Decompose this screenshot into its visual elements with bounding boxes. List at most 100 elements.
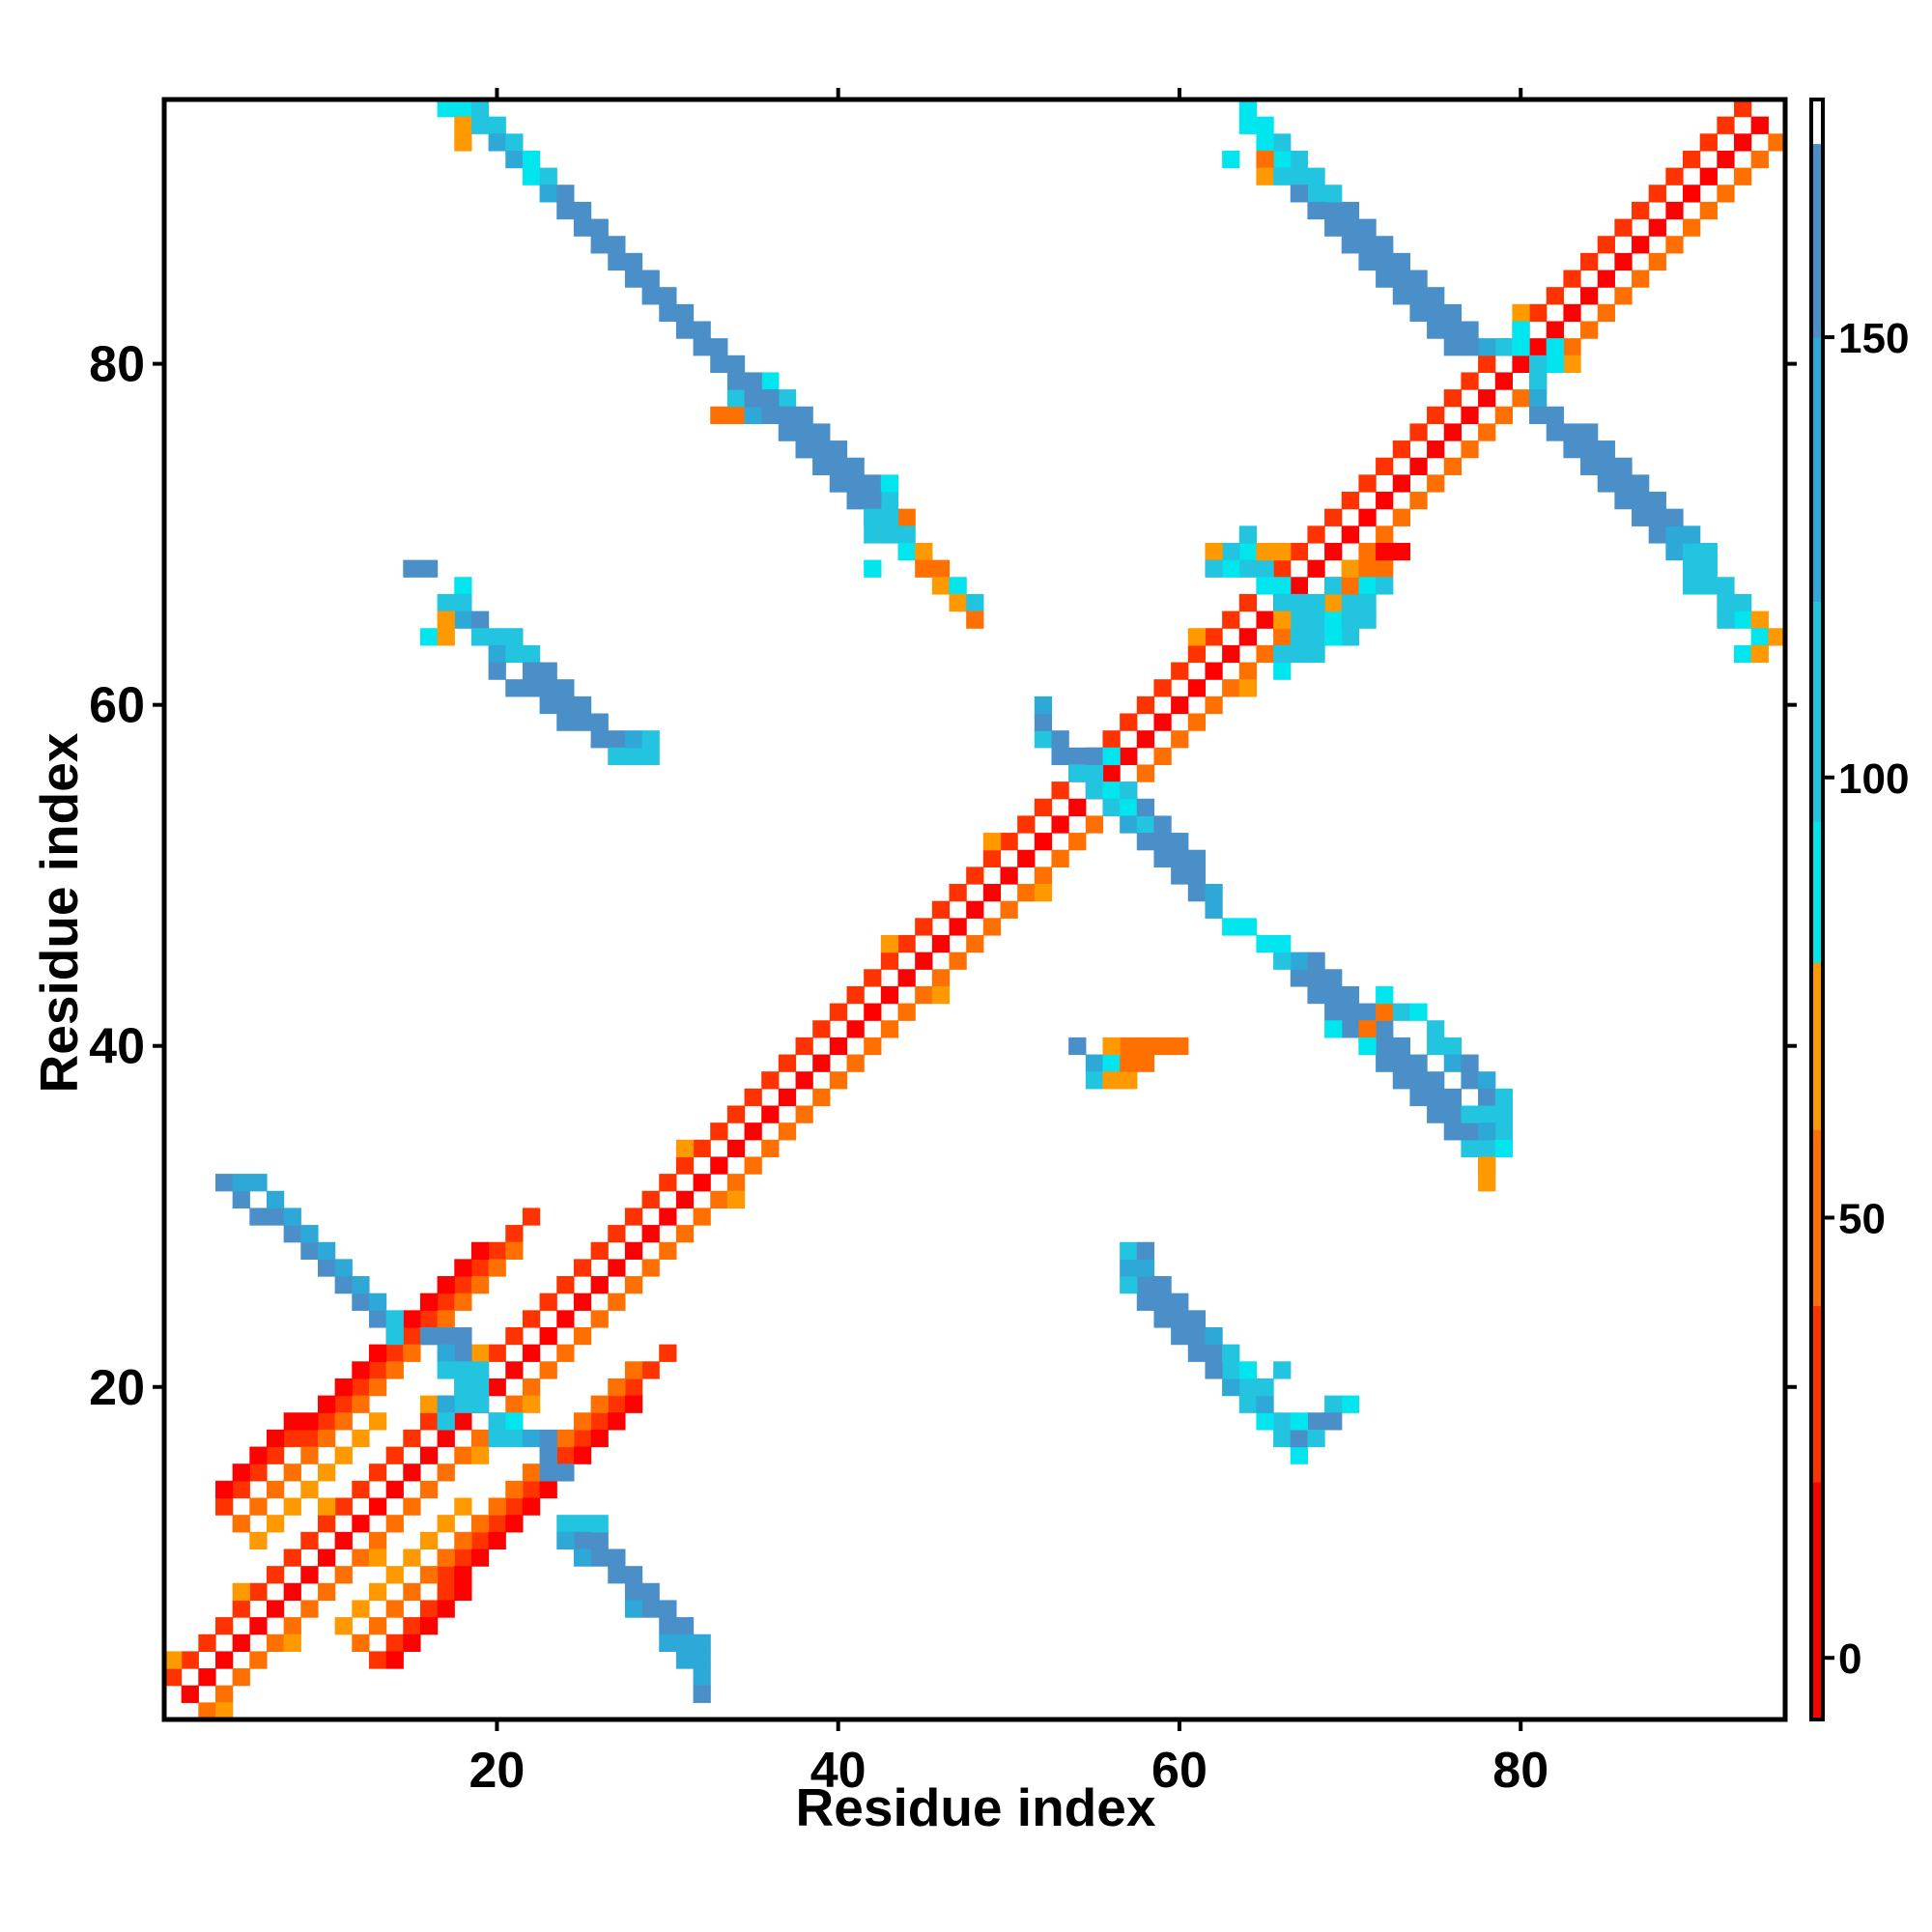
heatmap-cell [1085,781,1104,800]
heatmap-cell [1341,218,1360,237]
heatmap-cell [1205,1361,1223,1379]
heatmap-cell [505,1480,524,1499]
heatmap-cell [368,1497,387,1516]
y-tick-label: 80 [89,337,145,393]
heatmap-cell [573,218,592,237]
heatmap-cell [1273,577,1292,595]
heatmap-cell [539,1293,557,1311]
heatmap-cell [590,218,609,237]
heatmap-cell [1409,1088,1428,1107]
heatmap-cell [539,1446,557,1464]
heatmap-cell [1750,150,1769,169]
heatmap-cell [522,1497,541,1516]
heatmap-cell [1563,440,1581,459]
heatmap-cell [317,1548,336,1567]
heatmap-cell [1512,338,1530,356]
heatmap-cell [1171,1326,1189,1346]
heatmap-cell [590,1276,609,1294]
heatmap-cell [1409,423,1428,441]
heatmap-cell [744,1156,762,1175]
heatmap-cell [317,1582,336,1602]
heatmap-cell [1665,526,1684,544]
heatmap-cell [1085,747,1104,766]
heatmap-cell [624,252,643,271]
heatmap-cell [539,1429,557,1448]
heatmap-cell [1750,116,1769,134]
heatmap-cell [1068,1037,1087,1056]
heatmap-cell [778,423,797,441]
heatmap-cell [1256,542,1274,561]
heatmap-cell [1461,440,1479,459]
heatmap-cell [232,1668,250,1687]
heatmap-cell [1358,474,1377,493]
heatmap-cell [232,1190,250,1209]
heatmap-cell [539,679,557,697]
heatmap-cell [403,1548,421,1567]
heatmap-cell [608,236,626,254]
heatmap-cell [556,1429,575,1448]
heatmap-cell [1461,1105,1479,1123]
heatmap-cell [710,1190,728,1209]
heatmap-cell [710,406,728,424]
heatmap-cell [522,1463,541,1482]
heatmap-cell [470,1344,490,1362]
colorbar-segment [1811,1305,1823,1483]
heatmap-cell [505,679,524,697]
heatmap-cell [880,508,899,526]
y-tick-label: 40 [89,1019,145,1075]
heatmap-cell [608,1566,626,1584]
heatmap-cell [1307,526,1325,544]
heatmap-cell [352,1361,370,1379]
heatmap-cell [522,1208,541,1226]
heatmap-cell [539,1480,557,1499]
heatmap-cell [437,1412,455,1431]
heatmap-cell [1222,679,1240,697]
heatmap-cell [437,1395,455,1413]
heatmap-cell [1665,236,1684,254]
heatmap-cell [454,1497,472,1516]
heatmap-cell [454,1548,472,1567]
heatmap-cell [1017,815,1036,834]
heatmap-cell [1443,338,1462,356]
heatmap-cell [744,389,762,408]
heatmap-cell [1290,577,1309,595]
heatmap-cell [1563,270,1581,288]
heatmap-cell [266,1515,285,1533]
heatmap-cell [1051,849,1069,867]
heatmap-cell [1136,764,1155,782]
heatmap-cell [573,696,592,715]
heatmap-cell [1256,116,1274,134]
heatmap-cell [488,1344,506,1362]
heatmap-cell [931,577,951,595]
heatmap-cell [1443,1122,1462,1141]
heatmap-cell [1290,611,1309,629]
heatmap-cell [1494,406,1513,424]
colorbar-segment [1811,99,1823,145]
heatmap-cell [1341,577,1360,595]
heatmap-cell [1102,1071,1121,1090]
heatmap-cell [1358,1037,1377,1056]
heatmap-cell [266,1208,285,1226]
heatmap-cell [470,1241,490,1260]
heatmap-cell [1256,167,1274,185]
heatmap-cell [1427,1105,1445,1123]
heatmap-cell [368,1378,387,1397]
heatmap-cell [1461,1054,1479,1072]
heatmap-cell [437,593,455,612]
y-tick-label: 60 [89,678,145,734]
x-axis-title: Residue index [796,1777,1156,1837]
heatmap-cell [1290,167,1309,185]
heatmap-cell [982,918,1002,936]
heatmap-cell [897,1003,916,1021]
heatmap-cell [1290,644,1309,664]
heatmap-cell [317,1463,336,1482]
heatmap-cell [1699,542,1718,561]
heatmap-cell [352,1276,370,1294]
heatmap-cell [1427,406,1445,424]
heatmap-cell [1000,833,1018,851]
heatmap-cell [1392,1071,1411,1090]
colorbar-segment [1811,1129,1823,1307]
heatmap-cell [1478,355,1496,374]
heatmap-cell [1324,1020,1343,1038]
